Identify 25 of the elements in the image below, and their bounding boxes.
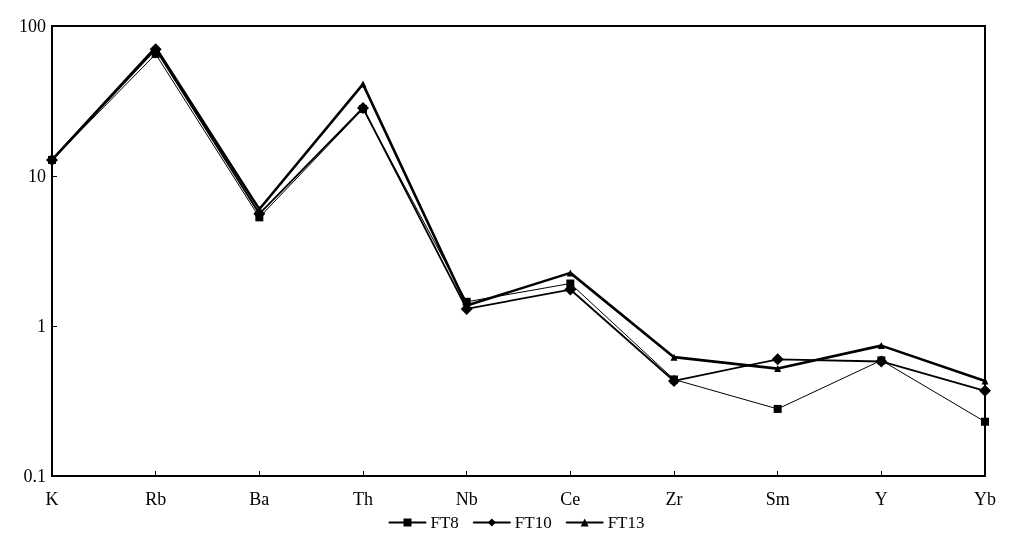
x-tick-label: Rb	[145, 489, 167, 509]
point	[359, 80, 367, 88]
y-tick-label: 0.1	[23, 466, 46, 486]
legend-label: FT8	[430, 513, 459, 532]
point	[670, 353, 678, 361]
point	[773, 404, 782, 413]
x-tick-label: Ba	[249, 489, 270, 509]
x-tick-label: Th	[353, 489, 373, 509]
x-tick-label: Zr	[665, 489, 683, 509]
point	[877, 342, 885, 350]
point	[979, 384, 991, 397]
legend-label: FT13	[607, 513, 645, 532]
y-tick-label: 100	[19, 16, 46, 36]
y-tick-label: 1	[37, 316, 46, 336]
point	[774, 365, 782, 373]
point	[981, 417, 989, 426]
y-tick-label: 10	[28, 166, 46, 186]
point	[771, 353, 784, 366]
x-tick-label: Sm	[765, 489, 790, 509]
legend-label: FT10	[514, 513, 552, 532]
x-tick-label: K	[45, 489, 59, 509]
x-tick-label: Y	[874, 489, 888, 509]
x-tick-label: Yb	[974, 489, 996, 509]
x-tick-label: Ce	[560, 489, 581, 509]
x-tick-label: Nb	[455, 489, 478, 509]
